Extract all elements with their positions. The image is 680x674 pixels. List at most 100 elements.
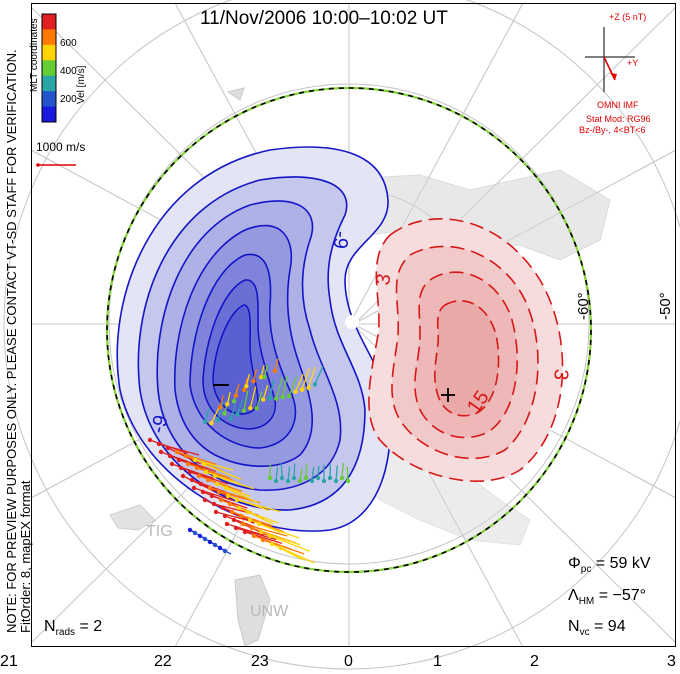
vector-origin-dot xyxy=(180,473,186,479)
phi-symbol: Φ xyxy=(568,555,581,572)
vector-origin-dot xyxy=(147,437,153,443)
vector-origin-dot xyxy=(244,384,249,389)
hm-boundary-latitude: ΛHM = −57° xyxy=(568,587,646,607)
vector-origin-dot xyxy=(242,529,248,535)
vector-origin-dot xyxy=(222,513,228,519)
imf-model-label: Stat Mod: RG96 xyxy=(586,114,651,124)
vector-origin-dot xyxy=(187,469,193,475)
vector-origin-dot xyxy=(222,411,227,416)
cross-polar-potential: Φpc = 59 kV xyxy=(568,555,650,575)
imf-vector-arrowhead xyxy=(610,73,617,80)
vector-origin-dot xyxy=(333,478,339,484)
vector-origin-dot xyxy=(192,530,198,536)
vector-origin-dot xyxy=(218,405,223,410)
colorbar-segment xyxy=(42,75,56,92)
velocity-vector xyxy=(275,467,279,482)
plot-title: 11/Nov/2006 10:00–10:02 UT xyxy=(200,8,448,29)
velocity-vector xyxy=(275,377,283,399)
velocity-vector xyxy=(335,465,338,482)
vector-origin-dot xyxy=(279,475,285,481)
imf-condition-label: Bz-/By-, 4<BT<6 xyxy=(579,125,646,135)
vector-origin-dot xyxy=(309,478,315,484)
velocity-vector xyxy=(193,487,234,502)
vector-origin-dot xyxy=(213,509,219,515)
vector-origin-dot xyxy=(267,533,273,539)
vector-origin-dot xyxy=(345,478,351,484)
vector-origin-dot xyxy=(286,393,292,399)
vector-origin-dot xyxy=(231,399,237,404)
vector-origin-dot xyxy=(176,457,182,463)
velocity-vector xyxy=(280,463,283,479)
vector-origin-dot xyxy=(273,396,279,401)
vector-origin-dot xyxy=(191,485,197,491)
preview-note: NOTE: FOR PREVIEW PURPOSES ONLY. PLEASE … xyxy=(4,49,19,633)
vector-origin-dot xyxy=(227,501,233,507)
vector-origin-dot xyxy=(212,473,218,479)
velocity-vector xyxy=(236,499,281,513)
vector-origin-dot xyxy=(196,473,202,479)
colorbar-segment xyxy=(42,106,56,123)
nrads-symbol: N xyxy=(44,618,56,635)
vector-origin-dot xyxy=(187,527,193,533)
velocity-vector xyxy=(209,487,247,500)
plot-frame xyxy=(31,3,676,647)
velocity-vector xyxy=(243,390,249,411)
vector-origin-dot xyxy=(256,521,262,527)
vector-origin-dot xyxy=(217,545,223,551)
mlt-tick-22: 22 xyxy=(154,653,172,670)
vector-origin-dot xyxy=(225,493,231,499)
vector-origin-dot xyxy=(192,457,198,463)
vector-origin-dot xyxy=(285,478,291,484)
vector-origin-dot xyxy=(222,548,228,554)
vector-origin-dot xyxy=(202,536,208,542)
vector-origin-dot xyxy=(238,513,244,519)
vector-origin-dot xyxy=(201,461,207,467)
fitorder-note: FitOrder: 8, mapEX format xyxy=(18,480,33,633)
velocity-vector xyxy=(240,515,285,533)
phi-subscript: pc xyxy=(580,564,592,576)
vector-origin-dot xyxy=(197,533,203,539)
colorbar-tick-200: 200 xyxy=(60,94,77,105)
vector-origin-dot xyxy=(269,541,275,547)
velocity-vector xyxy=(226,523,265,537)
mlt-tick-1: 1 xyxy=(433,653,442,670)
vector-origin-dot xyxy=(272,368,278,374)
vector-origin-dot xyxy=(216,489,222,495)
phi-value: = 59 kV xyxy=(595,555,651,572)
imf-clock xyxy=(585,27,635,92)
velocity-vector xyxy=(305,463,308,479)
lambda-value: = −57° xyxy=(598,587,647,604)
velocity-vector xyxy=(216,483,251,497)
vector-origin-dot xyxy=(212,542,218,548)
velocity-vector xyxy=(271,543,304,561)
vector-origin-dot xyxy=(220,505,226,511)
velocity-vector xyxy=(311,466,315,482)
colorbar-segment xyxy=(42,44,56,61)
imf-y-label: +Y xyxy=(627,58,639,68)
vector-origin-dot xyxy=(306,385,311,391)
vector-origin-dot xyxy=(241,408,247,413)
velocity-vector xyxy=(189,471,229,485)
nvc-symbol: N xyxy=(568,618,580,635)
velocity-vector xyxy=(180,467,214,479)
vector-origin-dot xyxy=(315,475,321,481)
velocity-vector xyxy=(269,535,311,552)
reference-vector-marker xyxy=(36,163,76,167)
vector-origin-dot xyxy=(178,465,184,471)
velocity-vector xyxy=(210,407,220,424)
vector-origin-dot xyxy=(240,521,246,527)
vector-origin-dot xyxy=(214,481,220,487)
vector-origin-dot xyxy=(167,453,173,459)
velocity-vector xyxy=(247,511,279,524)
reference-vector-label: 1000 m/s xyxy=(36,140,86,154)
vector-origin-dot xyxy=(273,478,279,484)
vector-origin-dot xyxy=(291,475,297,481)
vector-origin-dot xyxy=(262,374,267,380)
vector-origin-dot xyxy=(303,475,309,481)
vector-origin-dot xyxy=(202,497,208,503)
velocity-vector xyxy=(307,366,316,389)
vector-origin-dot xyxy=(211,501,217,507)
vector-origin-dot xyxy=(258,529,264,535)
vector-origin-dot xyxy=(174,449,180,455)
